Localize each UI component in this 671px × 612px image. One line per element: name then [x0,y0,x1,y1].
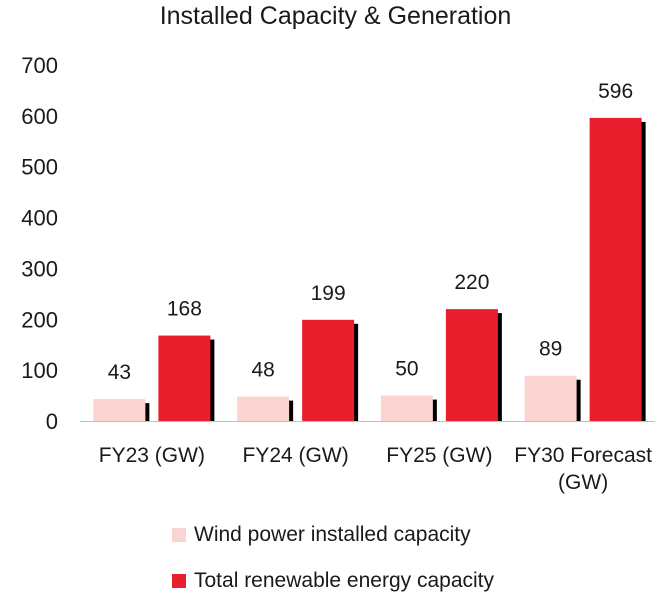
bar-wind [524,375,577,421]
x-tick-label: FY25 (GW) [386,444,492,467]
data-label: 50 [395,358,418,381]
bar-wind [380,395,433,421]
data-label: 199 [311,282,346,305]
bar-wind [93,399,146,421]
legend: Wind power installed capacity Total rene… [172,520,494,612]
legend-swatch-wind [172,528,186,542]
y-tick-label: 600 [21,104,58,129]
x-tick-label: FY24 (GW) [243,444,349,467]
y-tick-label: 0 [46,409,58,434]
y-axis: 0 100 200 300 400 500 600 700 [21,53,58,434]
bar-renewable [445,309,498,421]
data-label: 596 [598,80,633,103]
y-tick-label: 400 [21,206,58,231]
y-tick-label: 200 [21,307,58,332]
legend-label-renewable: Total renewable energy capacity [194,569,495,592]
legend-label-wind: Wind power installed capacity [194,523,471,546]
bar-renewable [589,117,642,422]
data-label: 168 [167,298,202,321]
data-label: 89 [539,338,562,361]
bar-wind [237,396,290,421]
legend-swatch-renewable [172,574,186,588]
bars-group [93,117,646,422]
data-label: 48 [251,359,274,382]
data-labels: 43 168 48 199 50 220 89 596 [108,80,633,384]
data-label: 220 [454,271,489,294]
x-tick-label: FY30 Forecast (GW) [514,444,652,494]
y-tick-label: 300 [21,256,58,281]
y-tick-label: 100 [21,358,58,383]
bar-renewable [302,319,355,421]
y-tick-label: 500 [21,155,58,180]
y-tick-label: 700 [21,53,58,78]
x-axis: FY23 (GW) FY24 (GW) FY25 (GW) FY30 Forecast… [99,444,652,494]
legend-item-wind: Wind power installed capacity [172,520,494,550]
bar-renewable [158,335,211,421]
legend-item-renewable: Total renewable energy capacity [172,566,494,596]
x-tick-label: FY23 (GW) [99,444,205,467]
chart-title: Installed Capacity & Generation [159,2,512,30]
data-label: 43 [108,361,131,384]
